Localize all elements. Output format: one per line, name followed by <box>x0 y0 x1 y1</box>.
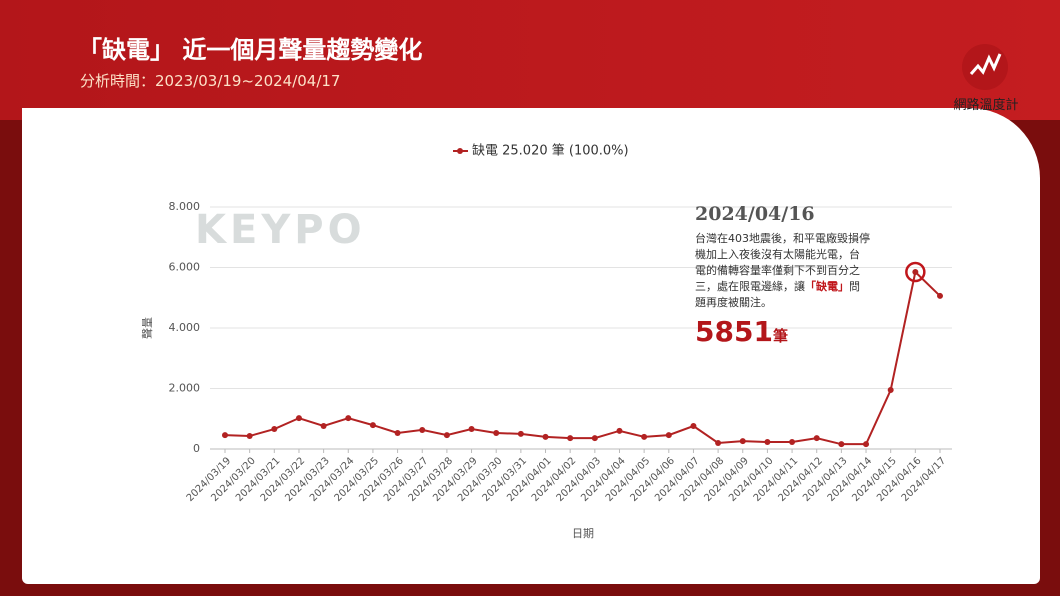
annotation-value-row: 5851筆 <box>695 315 870 348</box>
x-axis-label: 日期 <box>572 527 594 540</box>
point <box>222 432 228 439</box>
point <box>715 439 722 446</box>
point <box>887 387 894 394</box>
annotation-date: 2024/04/16 <box>695 203 815 225</box>
point <box>838 441 845 448</box>
annotation-highlight: 「缺電」 <box>805 280 849 293</box>
annotation-value: 5851 <box>695 315 773 348</box>
annotation-text-before: 台灣在403地震後，和平電廠毀損停機加上入夜後沒有太陽能光電，台電的備轉容量率僅… <box>695 232 870 293</box>
point <box>517 430 524 437</box>
point <box>789 439 796 446</box>
point <box>295 415 302 422</box>
panel <box>22 108 1040 584</box>
series-line <box>224 270 941 446</box>
point <box>369 422 376 429</box>
point <box>419 426 426 433</box>
y-axis-label: 聲量 <box>140 317 154 339</box>
point <box>937 292 943 299</box>
annotation-text-after: 問題再度被關注。 <box>695 280 860 309</box>
point <box>271 426 278 433</box>
title: 「缺電」 近一個月聲量趨勢變化 <box>78 36 423 64</box>
y-tick-label: 8.000 <box>169 200 201 213</box>
brand: 網路溫度計 <box>953 98 1019 113</box>
y-tick-label: 4.000 <box>169 321 201 334</box>
point <box>468 426 475 433</box>
y-tick-label: 0 <box>193 442 200 455</box>
point <box>690 423 697 430</box>
y-tick-label: 6.000 <box>169 261 201 274</box>
point <box>542 433 549 440</box>
legend-label: 缺電 25.020 筆 (100.0%) <box>472 144 629 159</box>
point <box>567 435 574 442</box>
point <box>493 429 500 436</box>
point <box>912 269 919 276</box>
point <box>320 423 327 430</box>
point <box>591 435 598 442</box>
highlight-ring <box>905 261 926 283</box>
legend-marker <box>457 148 463 154</box>
header <box>0 0 1060 120</box>
point <box>813 435 820 442</box>
point <box>345 415 352 422</box>
point <box>443 432 450 439</box>
annotation: 2024/04/16 台灣在403地震後，和平電廠毀損停機加上入夜後沒有太陽能光… <box>695 203 870 348</box>
annotation-unit: 筆 <box>772 327 788 345</box>
annotation-text: 台灣在403地震後，和平電廠毀損停機加上入夜後沒有太陽能光電，台電的備轉容量率僅… <box>695 231 870 311</box>
point <box>665 432 672 439</box>
watermark: KEYPO <box>195 207 366 253</box>
point <box>863 441 870 448</box>
point <box>616 427 623 434</box>
point <box>739 438 746 445</box>
logo <box>962 44 1008 90</box>
subtitle: 分析時間：2023/03/19~2024/04/17 <box>80 72 341 90</box>
point <box>246 432 253 439</box>
point <box>394 429 401 436</box>
y-tick-label: 2.000 <box>169 382 201 395</box>
point <box>764 439 771 446</box>
logo-icon <box>969 53 1002 75</box>
point <box>641 433 648 440</box>
